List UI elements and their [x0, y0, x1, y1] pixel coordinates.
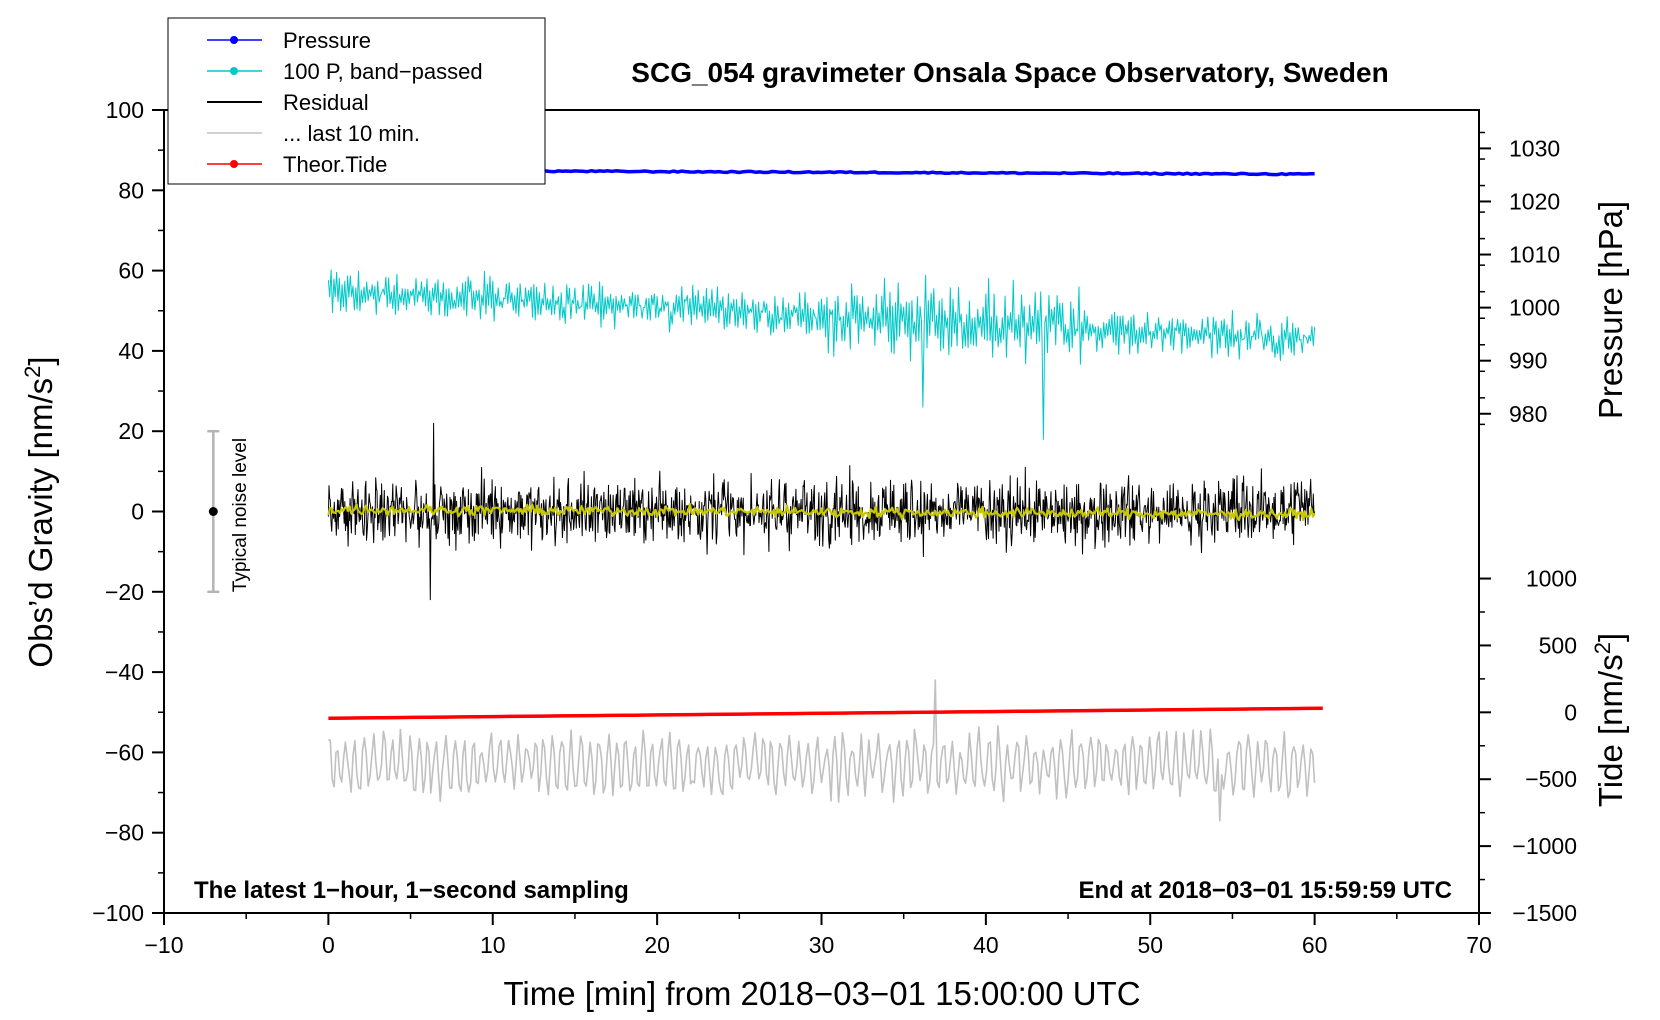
legend-marker	[230, 67, 238, 75]
tide-tick-label: 500	[1539, 632, 1577, 658]
y-tick-label: −40	[105, 659, 144, 685]
annotation-sampling: The latest 1−hour, 1−second sampling	[194, 877, 629, 904]
y-tick-label: −80	[105, 820, 144, 846]
legend-label: Residual	[283, 90, 369, 115]
tide-tick-label: 0	[1564, 699, 1577, 725]
y-tick-label: 40	[118, 338, 144, 364]
series-last-10-min-line	[328, 679, 1316, 822]
series-smoothed-residual-line	[327, 503, 1316, 522]
x-axis-title: Time [min] from 2018−03−01 15:00:00 UTC	[503, 975, 1140, 1012]
x-tick-label: 30	[809, 932, 835, 958]
x-tick-label: −10	[144, 932, 183, 958]
tide-tick-label: −1500	[1512, 900, 1577, 926]
legend-label: Theor.Tide	[283, 152, 387, 177]
y-tick-label: −60	[105, 739, 144, 765]
pressure-tick-label: 1000	[1509, 295, 1560, 321]
pressure-tick-label: 1030	[1509, 135, 1560, 161]
tide-tick-label: 1000	[1526, 566, 1577, 592]
noise-bar-center-dot	[208, 507, 218, 516]
series-residual-line	[327, 422, 1316, 601]
legend-marker	[230, 36, 238, 44]
series-layer	[327, 168, 1323, 822]
x-tick-label: 40	[973, 932, 999, 958]
legend-label: 100 P, band−passed	[283, 59, 483, 84]
x-tick-label: 10	[480, 932, 506, 958]
pressure-tick-label: 1020	[1509, 188, 1560, 214]
series-band-passed-line	[327, 269, 1316, 440]
y-axis-title-tide: Tide [nm/s2]	[1590, 633, 1629, 807]
legend-label: ... last 10 min.	[283, 121, 420, 146]
x-tick-label: 50	[1137, 932, 1163, 958]
pressure-tick-label: 980	[1509, 401, 1547, 427]
pressure-tick-label: 1010	[1509, 242, 1560, 268]
y-axis-title-gravity: Obs’d Gravity [nm/s2]	[20, 356, 59, 667]
y-tick-label: 0	[131, 499, 144, 525]
y-tick-label: −100	[92, 900, 144, 926]
axis-ticks: −10 0 10 20 30 40 50 60 70−100−80−60−40−20020406…	[92, 97, 1577, 958]
noise-level-label: Typical noise level	[230, 438, 251, 592]
chart-title: SCG_054 gravimeter Onsala Space Observat…	[631, 57, 1388, 88]
series-theor-tide-line	[328, 706, 1323, 721]
y-tick-label: 80	[118, 177, 144, 203]
y-axis-title-pressure: Pressure [hPa]	[1592, 201, 1629, 419]
tide-tick-label: −1000	[1512, 833, 1577, 859]
x-tick-label: 20	[644, 932, 670, 958]
x-tick-label: 60	[1302, 932, 1328, 958]
legend-marker	[230, 160, 238, 168]
x-tick-label: 0	[322, 932, 335, 958]
y-tick-label: −20	[105, 579, 144, 605]
noise-level-bar	[207, 429, 220, 594]
tide-tick-label: −500	[1525, 766, 1577, 792]
y-tick-label: 100	[106, 97, 144, 123]
y-tick-label: 60	[118, 258, 144, 284]
y-tick-label: 20	[118, 418, 144, 444]
x-tick-label: 70	[1466, 932, 1492, 958]
legend-label: Pressure	[283, 28, 371, 53]
legend: Pressure 100 P, band−passed Residual ... la…	[167, 17, 546, 185]
annotation-end-time: End at 2018−03−01 15:59:59 UTC	[1078, 877, 1452, 904]
pressure-tick-label: 990	[1509, 348, 1547, 374]
